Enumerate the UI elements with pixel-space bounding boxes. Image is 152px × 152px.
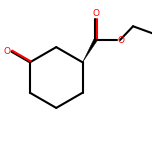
Text: O: O <box>4 47 11 56</box>
Polygon shape <box>83 39 97 62</box>
Text: O: O <box>117 36 124 45</box>
Text: O: O <box>92 9 99 18</box>
